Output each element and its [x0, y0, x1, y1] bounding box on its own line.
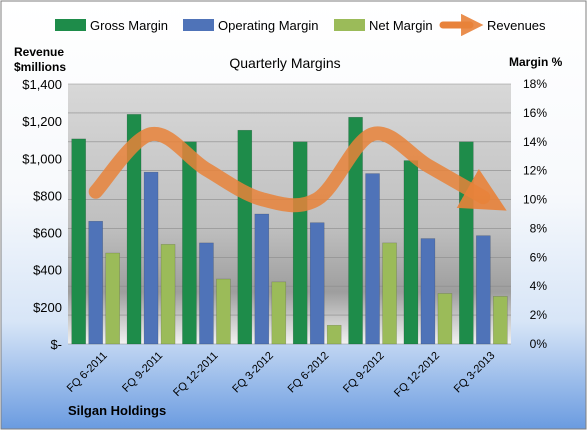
right-tick-label: 0% [530, 337, 548, 351]
right-tick-label: 14% [523, 135, 547, 149]
operating-margin-bar [199, 242, 214, 345]
gross-margin-bar [403, 160, 419, 345]
right-tick-label: 2% [530, 308, 548, 322]
operating-margin-bar [476, 235, 491, 345]
legend-label-revenues: Revenues [487, 18, 546, 33]
left-tick-label: $600 [33, 226, 62, 241]
net-margin-bar [271, 281, 287, 345]
right-tick-label: 18% [523, 77, 547, 91]
right-tick-label: 16% [523, 106, 547, 120]
left-tick-label: $200 [33, 300, 62, 315]
left-tick-label: $1,200 [22, 114, 62, 129]
revenues-line [88, 126, 507, 213]
net-margin-bar [216, 278, 231, 345]
left-tick-label: $400 [33, 263, 62, 278]
gross-margin-bar [237, 129, 253, 345]
left-tick-label: $800 [33, 188, 62, 203]
net-margin-bar [493, 296, 508, 345]
legend-label-operating-margin: Operating Margin [218, 18, 318, 33]
gross-margin-bar [126, 114, 142, 345]
right-axis-label: Margin % [509, 55, 563, 69]
gross-margin-bar [292, 141, 308, 345]
legend-swatch-net-margin [334, 19, 365, 31]
net-margin-bar [160, 244, 176, 345]
company-name: Silgan Holdings [68, 403, 166, 418]
legend-swatch-operating-margin [183, 19, 214, 31]
gross-margin-bar [348, 116, 363, 345]
left-axis-label-line2: $millions [14, 60, 66, 74]
chart-title: Quarterly Margins [229, 55, 340, 71]
operating-margin-bar [88, 220, 103, 345]
legend-label-gross-margin: Gross Margin [90, 18, 168, 33]
operating-margin-bar [420, 238, 436, 345]
gross-margin-bar [182, 141, 197, 345]
net-margin-bar [437, 293, 453, 345]
net-margin-bar [382, 242, 397, 345]
net-margin-bar [105, 252, 120, 345]
right-tick-label: 12% [523, 164, 547, 178]
left-tick-label: $1,400 [22, 77, 62, 92]
legend-swatch-gross-margin [55, 19, 86, 31]
operating-margin-bar [309, 222, 325, 345]
gross-margin-bar [459, 141, 474, 345]
right-tick-label: 8% [530, 221, 548, 235]
right-tick-label: 10% [523, 193, 547, 207]
operating-margin-bar [254, 213, 270, 345]
operating-margin-bar [143, 171, 159, 345]
revenue-line-group [88, 126, 507, 213]
left-tick-label: $- [50, 337, 62, 352]
legend-label-net-margin: Net Margin [369, 18, 433, 33]
plot-area [68, 84, 511, 344]
legend: Gross Margin Operating Margin Net Margin… [55, 13, 546, 37]
right-tick-label: 6% [530, 250, 548, 264]
operating-margin-bar [365, 173, 380, 345]
gross-margin-bar [71, 138, 86, 345]
right-tick-label: 4% [530, 279, 548, 293]
net-margin-bar [326, 324, 342, 345]
left-axis-label-line1: Revenue [14, 45, 64, 59]
left-tick-label: $1,000 [22, 151, 62, 166]
